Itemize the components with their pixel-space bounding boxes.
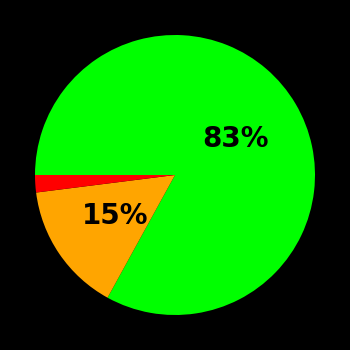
Wedge shape (35, 175, 175, 192)
Wedge shape (35, 35, 315, 315)
Text: 83%: 83% (202, 125, 268, 153)
Wedge shape (36, 175, 175, 298)
Text: 15%: 15% (82, 202, 148, 230)
